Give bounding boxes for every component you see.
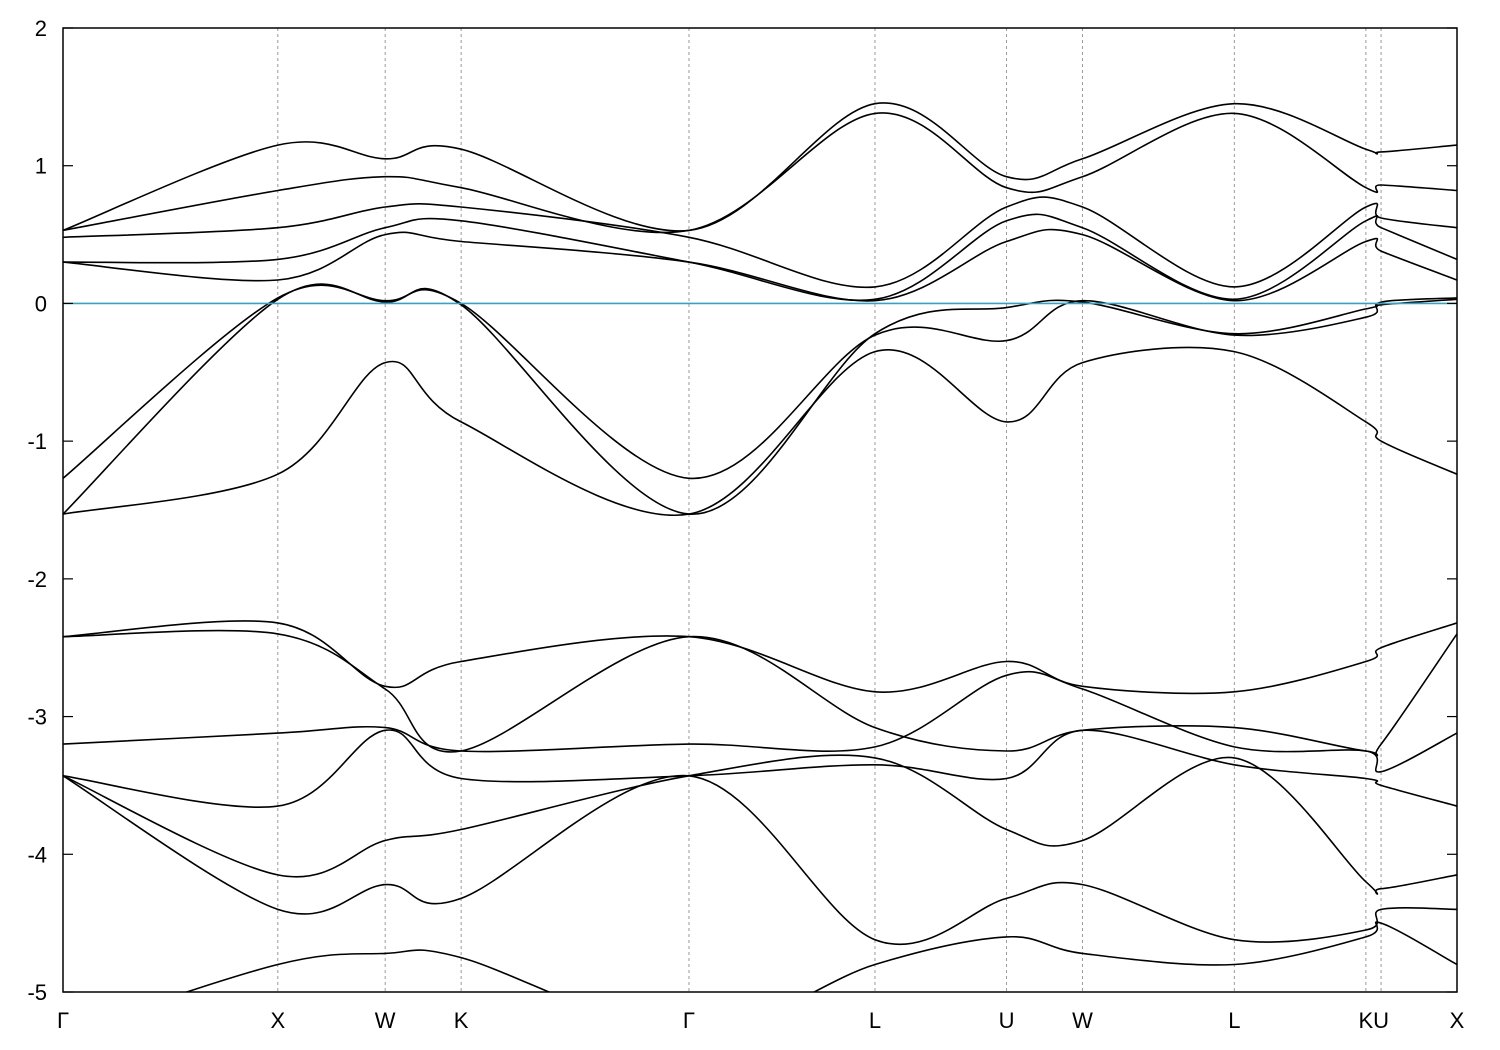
y-tick-label: -5	[27, 980, 47, 1005]
band-line	[63, 346, 1457, 517]
band-line	[63, 112, 1457, 234]
y-axis: 2 1 0 -1 -2 -3 -4 -5	[27, 16, 1457, 1005]
x-tick-label: Γ	[57, 1008, 69, 1033]
x-tick-label: L	[1228, 1008, 1240, 1033]
y-tick-label: -4	[27, 842, 47, 867]
y-tick-label: 1	[35, 154, 47, 179]
x-tick-label: W	[375, 1008, 396, 1033]
x-tick-label: X	[270, 1008, 285, 1033]
band-line	[63, 629, 1457, 757]
plot-frame	[62, 27, 1458, 993]
band-line	[63, 774, 1457, 946]
y-tick-label: 2	[35, 16, 47, 41]
band-line	[63, 754, 1457, 895]
band-line	[63, 283, 1457, 515]
y-tick-label: 0	[35, 291, 47, 316]
band-line	[63, 196, 1457, 289]
band-lines	[63, 102, 1457, 992]
x-tick-label: K	[1359, 1008, 1374, 1033]
x-tick-label: U	[1373, 1008, 1389, 1033]
x-tick-label: Γ	[683, 1008, 695, 1033]
band-line	[63, 284, 1457, 480]
x-tick-label: L	[869, 1008, 881, 1033]
band-line	[63, 228, 1457, 302]
x-tick-label: W	[1072, 1008, 1093, 1033]
band-line	[184, 921, 1457, 992]
x-tick-label: K	[454, 1008, 469, 1033]
band-line	[63, 102, 1457, 232]
x-tick-label: U	[999, 1008, 1015, 1033]
y-tick-label: -3	[27, 705, 47, 730]
band-line	[63, 670, 1457, 773]
x-tick-label: X	[1450, 1008, 1465, 1033]
y-tick-label: -2	[27, 567, 47, 592]
band-line	[63, 213, 1457, 302]
y-tick-label: -1	[27, 429, 47, 454]
band-line	[63, 729, 1457, 808]
vertical-grid-lines	[277, 28, 1382, 992]
